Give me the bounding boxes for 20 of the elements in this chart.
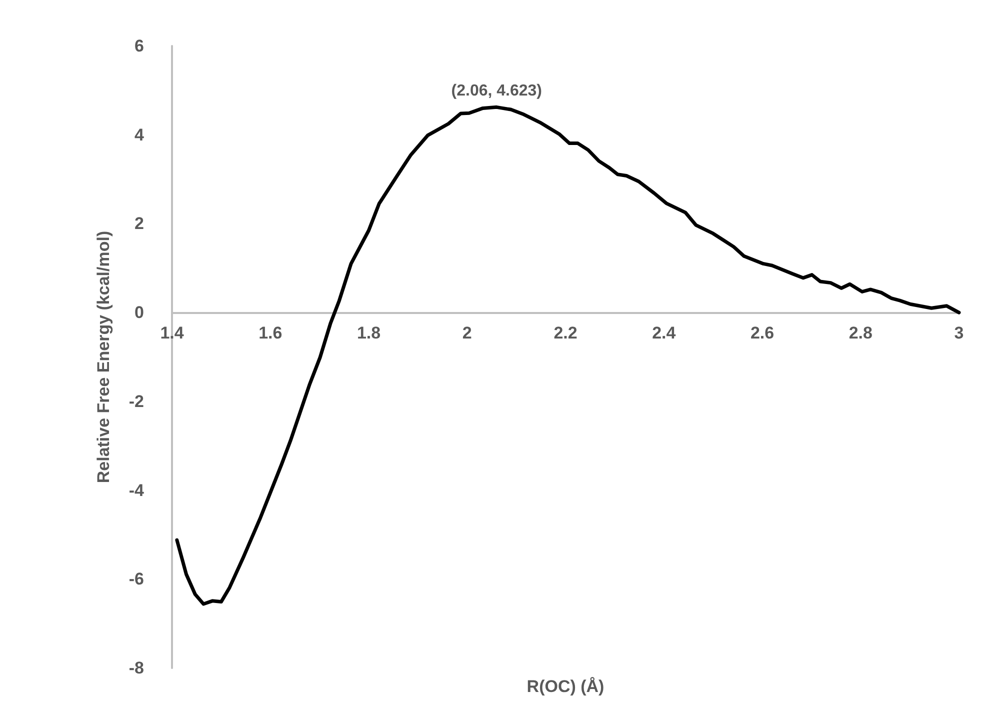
y-tick-label: -6	[128, 570, 144, 589]
y-tick-label: 0	[134, 303, 144, 322]
annotation: (2.06, 4.623)	[451, 82, 542, 100]
y-tick-label: 2	[134, 214, 144, 234]
x-tick-label: 1.6	[258, 324, 282, 343]
y-tick-label: -4	[128, 480, 145, 500]
x-tick-label: 1.8	[356, 324, 381, 343]
y-tick-label: -2	[128, 392, 144, 411]
x-axis-title: R(OC) (Å)	[526, 677, 604, 696]
x-tick-label: 2.6	[750, 324, 774, 343]
y-tick-label: 4	[134, 125, 145, 144]
x-tick-label: 1.4	[160, 324, 184, 343]
x-tick-label: 2.4	[652, 324, 676, 343]
x-tick-label: 2.2	[554, 324, 578, 343]
x-tick-label: 3	[954, 324, 964, 343]
y-axis-title: Relative Free Energy (kcal/mol)	[94, 230, 113, 484]
y-tick-label: 6	[134, 36, 144, 56]
y-tick-label: -8	[128, 658, 144, 678]
x-tick-label: 2	[462, 324, 472, 343]
x-tick-label: 2.8	[848, 324, 872, 343]
